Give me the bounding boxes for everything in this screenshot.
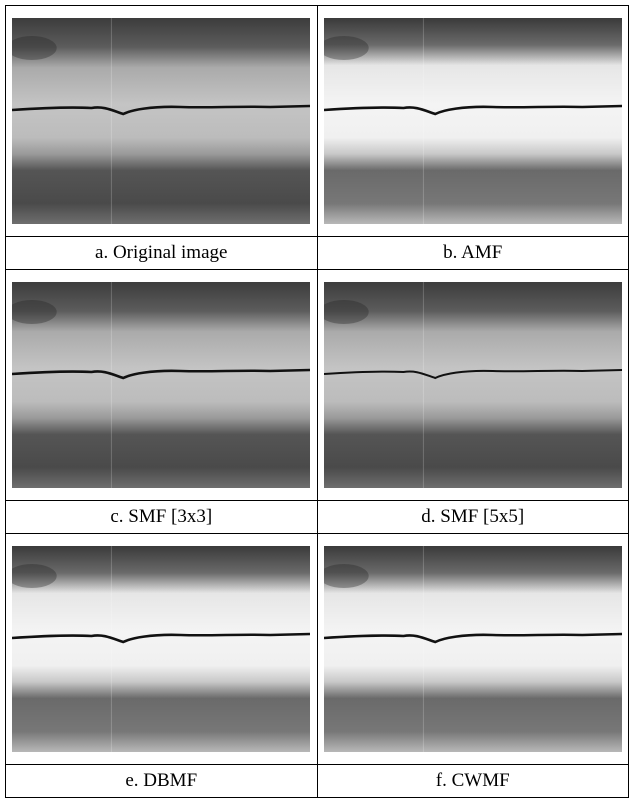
caption: a. Original image <box>5 236 318 270</box>
panel-image <box>323 546 622 752</box>
caption: c. SMF [3x3] <box>5 500 318 534</box>
crack <box>323 632 622 644</box>
image-background <box>12 18 311 224</box>
image-background <box>12 546 311 752</box>
caption-row: c. SMF [3x3] d. SMF [5x5] <box>5 500 629 534</box>
image-row <box>5 269 629 501</box>
image-background <box>323 282 622 488</box>
image-shade <box>12 36 57 60</box>
image-cell <box>316 533 629 765</box>
image-cell <box>316 5 629 237</box>
caption-row: e. DBMF f. CWMF <box>5 764 629 798</box>
image-shade <box>323 300 369 324</box>
caption: d. SMF [5x5] <box>316 500 629 534</box>
panel-image <box>12 546 311 752</box>
image-row <box>5 533 629 765</box>
crack <box>12 632 311 644</box>
panel-image <box>323 282 622 488</box>
crack <box>323 369 622 380</box>
image-shade <box>323 36 369 60</box>
image-shade <box>323 564 369 588</box>
image-row <box>5 5 629 237</box>
image-shade <box>12 300 57 324</box>
image-cell <box>5 533 318 765</box>
crack <box>12 368 311 380</box>
caption: f. CWMF <box>316 764 629 798</box>
image-background <box>12 282 311 488</box>
crack <box>12 104 311 116</box>
image-cell <box>5 5 318 237</box>
panel-image <box>12 18 311 224</box>
image-background <box>323 18 622 224</box>
image-cell <box>5 269 318 501</box>
image-cell <box>316 269 629 501</box>
caption: e. DBMF <box>5 764 318 798</box>
caption: b. AMF <box>316 236 629 270</box>
figure-table: a. Original image b. AMF c. SMF [3x3] d. SM… <box>5 5 629 798</box>
image-shade <box>12 564 57 588</box>
caption-row: a. Original image b. AMF <box>5 236 629 270</box>
panel-image <box>12 282 311 488</box>
panel-image <box>323 18 622 224</box>
crack <box>323 104 622 116</box>
image-background <box>323 546 622 752</box>
